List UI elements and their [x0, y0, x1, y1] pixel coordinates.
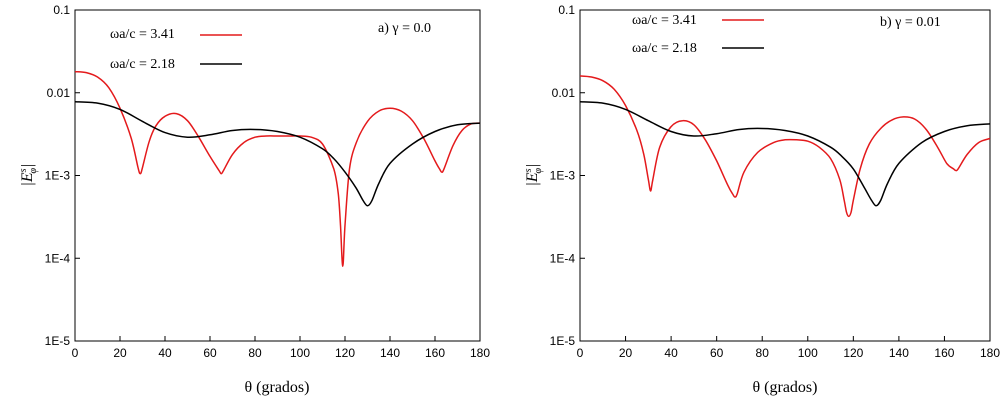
plot-frame	[579, 9, 991, 342]
panel-annotation: b) γ = 0.01	[880, 15, 941, 30]
y-tick-label: 0.01	[47, 86, 71, 100]
series-line	[579, 100, 991, 207]
legend: ωa/c = 3.41 ωa/c = 2.18	[632, 13, 764, 56]
x-axis-label: θ (grados)	[753, 379, 818, 396]
panel-annotation: a) γ = 0.0	[378, 21, 431, 36]
series-line	[579, 75, 991, 218]
y-tick-label: 0.1	[53, 3, 70, 17]
chart-panel-a: 0 20 40 60 80 100 120 140 160 180 1E-5 1E-4 1E-3 0.0…	[18, 3, 490, 396]
x-tick-label: 20	[113, 346, 127, 360]
x-tick-label: 80	[248, 346, 262, 360]
y-tick-label: 1E-3	[45, 169, 71, 183]
y-tick-label: 1E-4	[550, 251, 576, 265]
y-tick-label: 1E-5	[45, 334, 71, 348]
y-tick-label: 0.1	[558, 3, 575, 17]
y-axis-ticks: 1E-5 1E-4 1E-3 0.01 0.1	[550, 3, 585, 348]
series-line	[74, 70, 481, 268]
y-axis-label: |Esφ|	[523, 163, 544, 186]
x-tick-label: 120	[843, 346, 863, 360]
legend-entry-label: ωa/c = 3.41	[110, 27, 175, 42]
x-tick-label: 40	[158, 346, 172, 360]
legend-entry-label: ωa/c = 3.41	[632, 13, 697, 28]
y-tick-label: 0.01	[552, 86, 576, 100]
y-axis-ticks: 1E-5 1E-4 1E-3 0.01 0.1	[45, 3, 80, 348]
y-tick-label: 1E-4	[45, 251, 71, 265]
x-tick-label: 0	[72, 346, 79, 360]
series-group	[74, 70, 481, 268]
x-tick-label: 60	[710, 346, 724, 360]
series-line	[74, 100, 481, 207]
x-tick-label: 20	[619, 346, 633, 360]
x-tick-label: 60	[203, 346, 217, 360]
y-tick-label: 1E-3	[550, 169, 576, 183]
y-axis-label: |Esφ|	[18, 163, 39, 186]
series-group	[579, 75, 991, 218]
x-tick-label: 180	[470, 346, 490, 360]
x-tick-label: 160	[934, 346, 954, 360]
x-tick-label: 100	[290, 346, 310, 360]
svg-text:|Esφ|: |Esφ|	[523, 163, 544, 186]
chart-panel-b: 0 20 40 60 80 100 120 140 160 180 1E-5 1E-4 1E-3 0.0…	[523, 3, 1000, 396]
x-tick-label: 40	[664, 346, 678, 360]
y-tick-label: 1E-5	[550, 334, 576, 348]
legend-entry-label: ωa/c = 2.18	[632, 41, 697, 56]
x-tick-label: 80	[756, 346, 770, 360]
x-tick-label: 100	[798, 346, 818, 360]
x-axis-label: θ (grados)	[245, 379, 310, 396]
legend-entry-label: ωa/c = 2.18	[110, 57, 175, 72]
x-axis-ticks: 0 20 40 60 80 100 120 140 160 180	[577, 336, 1000, 360]
x-tick-label: 160	[425, 346, 445, 360]
x-tick-label: 180	[980, 346, 1000, 360]
x-tick-label: 120	[335, 346, 355, 360]
x-tick-label: 140	[380, 346, 400, 360]
x-tick-label: 140	[889, 346, 909, 360]
x-axis-ticks: 0 20 40 60 80 100 120 140 160 180	[72, 336, 490, 360]
x-tick-label: 0	[577, 346, 584, 360]
legend: ωa/c = 3.41 ωa/c = 2.18	[110, 27, 242, 72]
svg-text:|Esφ|: |Esφ|	[18, 163, 39, 186]
